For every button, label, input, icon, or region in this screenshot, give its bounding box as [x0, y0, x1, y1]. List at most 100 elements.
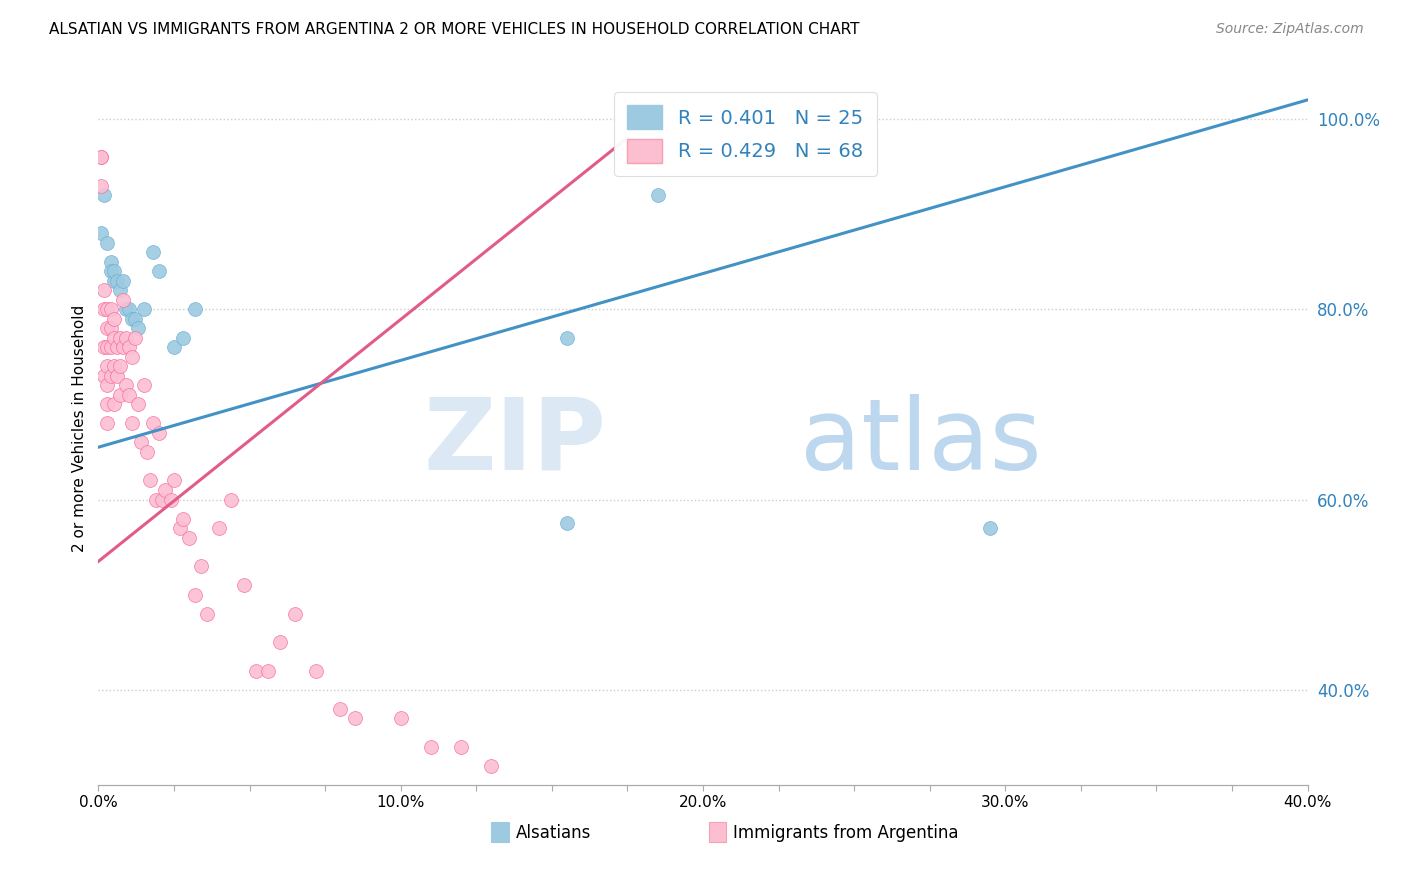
Point: [139, 474, 162, 488]
Point: [150, 492, 173, 507]
Point: [169, 521, 191, 535]
Point: [153, 483, 176, 497]
Point: [129, 435, 152, 450]
Point: [93, 283, 115, 297]
Point: [100, 302, 122, 317]
Point: [93, 340, 115, 354]
Point: [420, 739, 443, 754]
Point: [163, 474, 186, 488]
Bar: [492, 822, 509, 842]
Point: [108, 359, 131, 374]
Point: [344, 711, 367, 725]
Text: Source: ZipAtlas.com: Source: ZipAtlas.com: [1216, 22, 1364, 37]
Point: [160, 492, 183, 507]
Point: [108, 388, 131, 402]
Point: [93, 302, 115, 317]
Point: [148, 425, 170, 440]
Point: [108, 331, 131, 345]
Point: [114, 331, 136, 345]
Point: [105, 368, 128, 383]
Point: [132, 378, 155, 392]
Point: [245, 664, 267, 678]
Point: [103, 331, 125, 345]
Point: [121, 417, 143, 431]
Point: [114, 302, 136, 317]
Point: [124, 331, 146, 345]
Point: [232, 578, 254, 592]
Text: Alsatians: Alsatians: [516, 824, 591, 842]
Point: [481, 759, 503, 773]
Point: [118, 388, 141, 402]
Point: [96, 417, 118, 431]
Text: ZIP: ZIP: [423, 394, 606, 491]
Point: [179, 531, 201, 545]
Point: [103, 397, 125, 411]
Point: [114, 378, 136, 392]
Point: [142, 245, 165, 260]
Point: [132, 302, 155, 317]
Text: atlas: atlas: [800, 394, 1042, 491]
Point: [127, 397, 149, 411]
Point: [103, 311, 125, 326]
Point: [979, 521, 1001, 535]
Point: [124, 311, 146, 326]
Point: [221, 492, 243, 507]
Point: [103, 359, 125, 374]
Bar: [709, 822, 727, 842]
Point: [135, 445, 157, 459]
Point: [96, 397, 118, 411]
Point: [96, 321, 118, 335]
Point: [93, 368, 115, 383]
Point: [93, 188, 115, 202]
Point: [256, 664, 278, 678]
Point: [195, 607, 218, 621]
Point: [184, 302, 207, 317]
Text: ALSATIAN VS IMMIGRANTS FROM ARGENTINA 2 OR MORE VEHICLES IN HOUSEHOLD CORRELATIO: ALSATIAN VS IMMIGRANTS FROM ARGENTINA 2 …: [49, 22, 859, 37]
Point: [100, 264, 122, 278]
Point: [105, 274, 128, 288]
Point: [103, 264, 125, 278]
Point: [148, 264, 170, 278]
Point: [100, 340, 122, 354]
Point: [389, 711, 412, 725]
Point: [96, 340, 118, 354]
Point: [90, 150, 112, 164]
Point: [555, 331, 578, 345]
Point: [172, 511, 194, 525]
Point: [103, 274, 125, 288]
Point: [96, 359, 118, 374]
Point: [163, 340, 186, 354]
Y-axis label: 2 or more Vehicles in Household: 2 or more Vehicles in Household: [72, 304, 87, 552]
Point: [108, 283, 131, 297]
Point: [208, 521, 231, 535]
Point: [121, 311, 143, 326]
Point: [127, 321, 149, 335]
Point: [305, 664, 328, 678]
Point: [90, 226, 112, 240]
Point: [96, 302, 118, 317]
Point: [269, 635, 291, 649]
Point: [100, 321, 122, 335]
Text: Immigrants from Argentina: Immigrants from Argentina: [734, 824, 959, 842]
Point: [111, 293, 134, 307]
Point: [90, 178, 112, 193]
Point: [329, 702, 352, 716]
Point: [105, 340, 128, 354]
Point: [90, 150, 112, 164]
Point: [555, 516, 578, 531]
Point: [100, 368, 122, 383]
Point: [118, 302, 141, 317]
Point: [96, 378, 118, 392]
Point: [184, 588, 207, 602]
Point: [190, 559, 212, 574]
Point: [172, 331, 194, 345]
Point: [450, 739, 472, 754]
Point: [142, 417, 165, 431]
Point: [111, 340, 134, 354]
Point: [111, 274, 134, 288]
Point: [121, 350, 143, 364]
Point: [96, 235, 118, 250]
Point: [100, 254, 122, 268]
Point: [118, 340, 141, 354]
Point: [145, 492, 167, 507]
